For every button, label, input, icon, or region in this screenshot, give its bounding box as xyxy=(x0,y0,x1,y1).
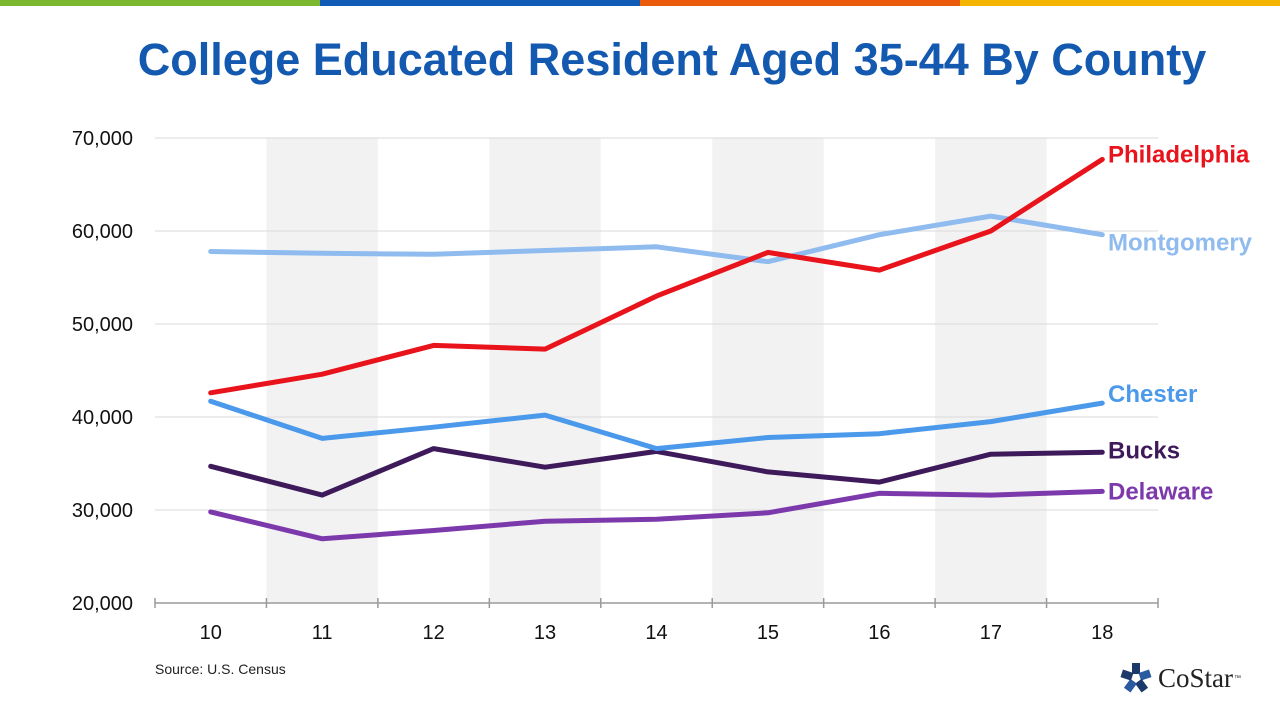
series-label-delaware: Delaware xyxy=(1108,478,1213,505)
series-label-chester: Chester xyxy=(1108,381,1197,408)
column-shade-15 xyxy=(712,138,824,603)
x-tick-label: 12 xyxy=(422,622,444,644)
x-tick-label: 15 xyxy=(757,622,779,644)
series-line-chester xyxy=(208,398,1105,452)
series-line-delaware xyxy=(208,488,1105,542)
y-tick-label: 60,000 xyxy=(72,221,133,243)
x-tick-label: 18 xyxy=(1091,622,1113,644)
slide-title: College Educated Resident Aged 35-44 By … xyxy=(137,34,1207,85)
x-tick-label: 14 xyxy=(645,622,667,644)
y-tick-label: 40,000 xyxy=(72,407,133,429)
x-tick-label: 17 xyxy=(980,622,1002,644)
series-lines xyxy=(208,156,1105,542)
x-tick-label: 16 xyxy=(868,622,890,644)
y-tick-label: 20,000 xyxy=(72,593,133,615)
top-color-bar xyxy=(0,0,1280,6)
top-bar-segment-orange xyxy=(640,0,960,6)
series-label-philadelphia: Philadelphia xyxy=(1108,141,1250,168)
costar-logo-tm: ™ xyxy=(1234,674,1242,682)
column-shade-13 xyxy=(489,138,601,603)
costar-star-icon xyxy=(1120,663,1152,693)
series-line-montgomery xyxy=(208,213,1105,265)
series-labels: Philadelphia Montgomery Chester Bucks Delawa… xyxy=(1108,141,1253,505)
x-tick-label: 10 xyxy=(200,622,222,644)
y-tick-label: 50,000 xyxy=(72,314,133,336)
series-line-philadelphia xyxy=(208,156,1105,396)
series-line-bucks xyxy=(208,446,1105,498)
top-bar-segment-blue xyxy=(320,0,640,6)
series-label-montgomery: Montgomery xyxy=(1108,230,1253,257)
x-axis: 10 11 12 13 14 15 16 17 18 xyxy=(154,598,1159,644)
source-note: Source: U.S. Census xyxy=(155,661,286,677)
x-tick-label: 13 xyxy=(534,622,556,644)
y-axis-labels: 20,000 30,000 40,000 50,000 60,000 70,000 xyxy=(72,128,133,615)
x-tick-label: 11 xyxy=(312,622,333,644)
top-bar-segment-green xyxy=(0,0,320,6)
y-tick-label: 30,000 xyxy=(72,500,133,522)
costar-logo: CoStar ™ xyxy=(1120,662,1241,694)
costar-logo-text: CoStar xyxy=(1158,662,1234,693)
column-shade-11 xyxy=(266,138,378,603)
series-label-bucks: Bucks xyxy=(1108,437,1180,464)
top-bar-segment-yellow xyxy=(960,0,1280,6)
plot-shading xyxy=(266,138,1047,603)
y-tick-label: 70,000 xyxy=(72,128,133,150)
